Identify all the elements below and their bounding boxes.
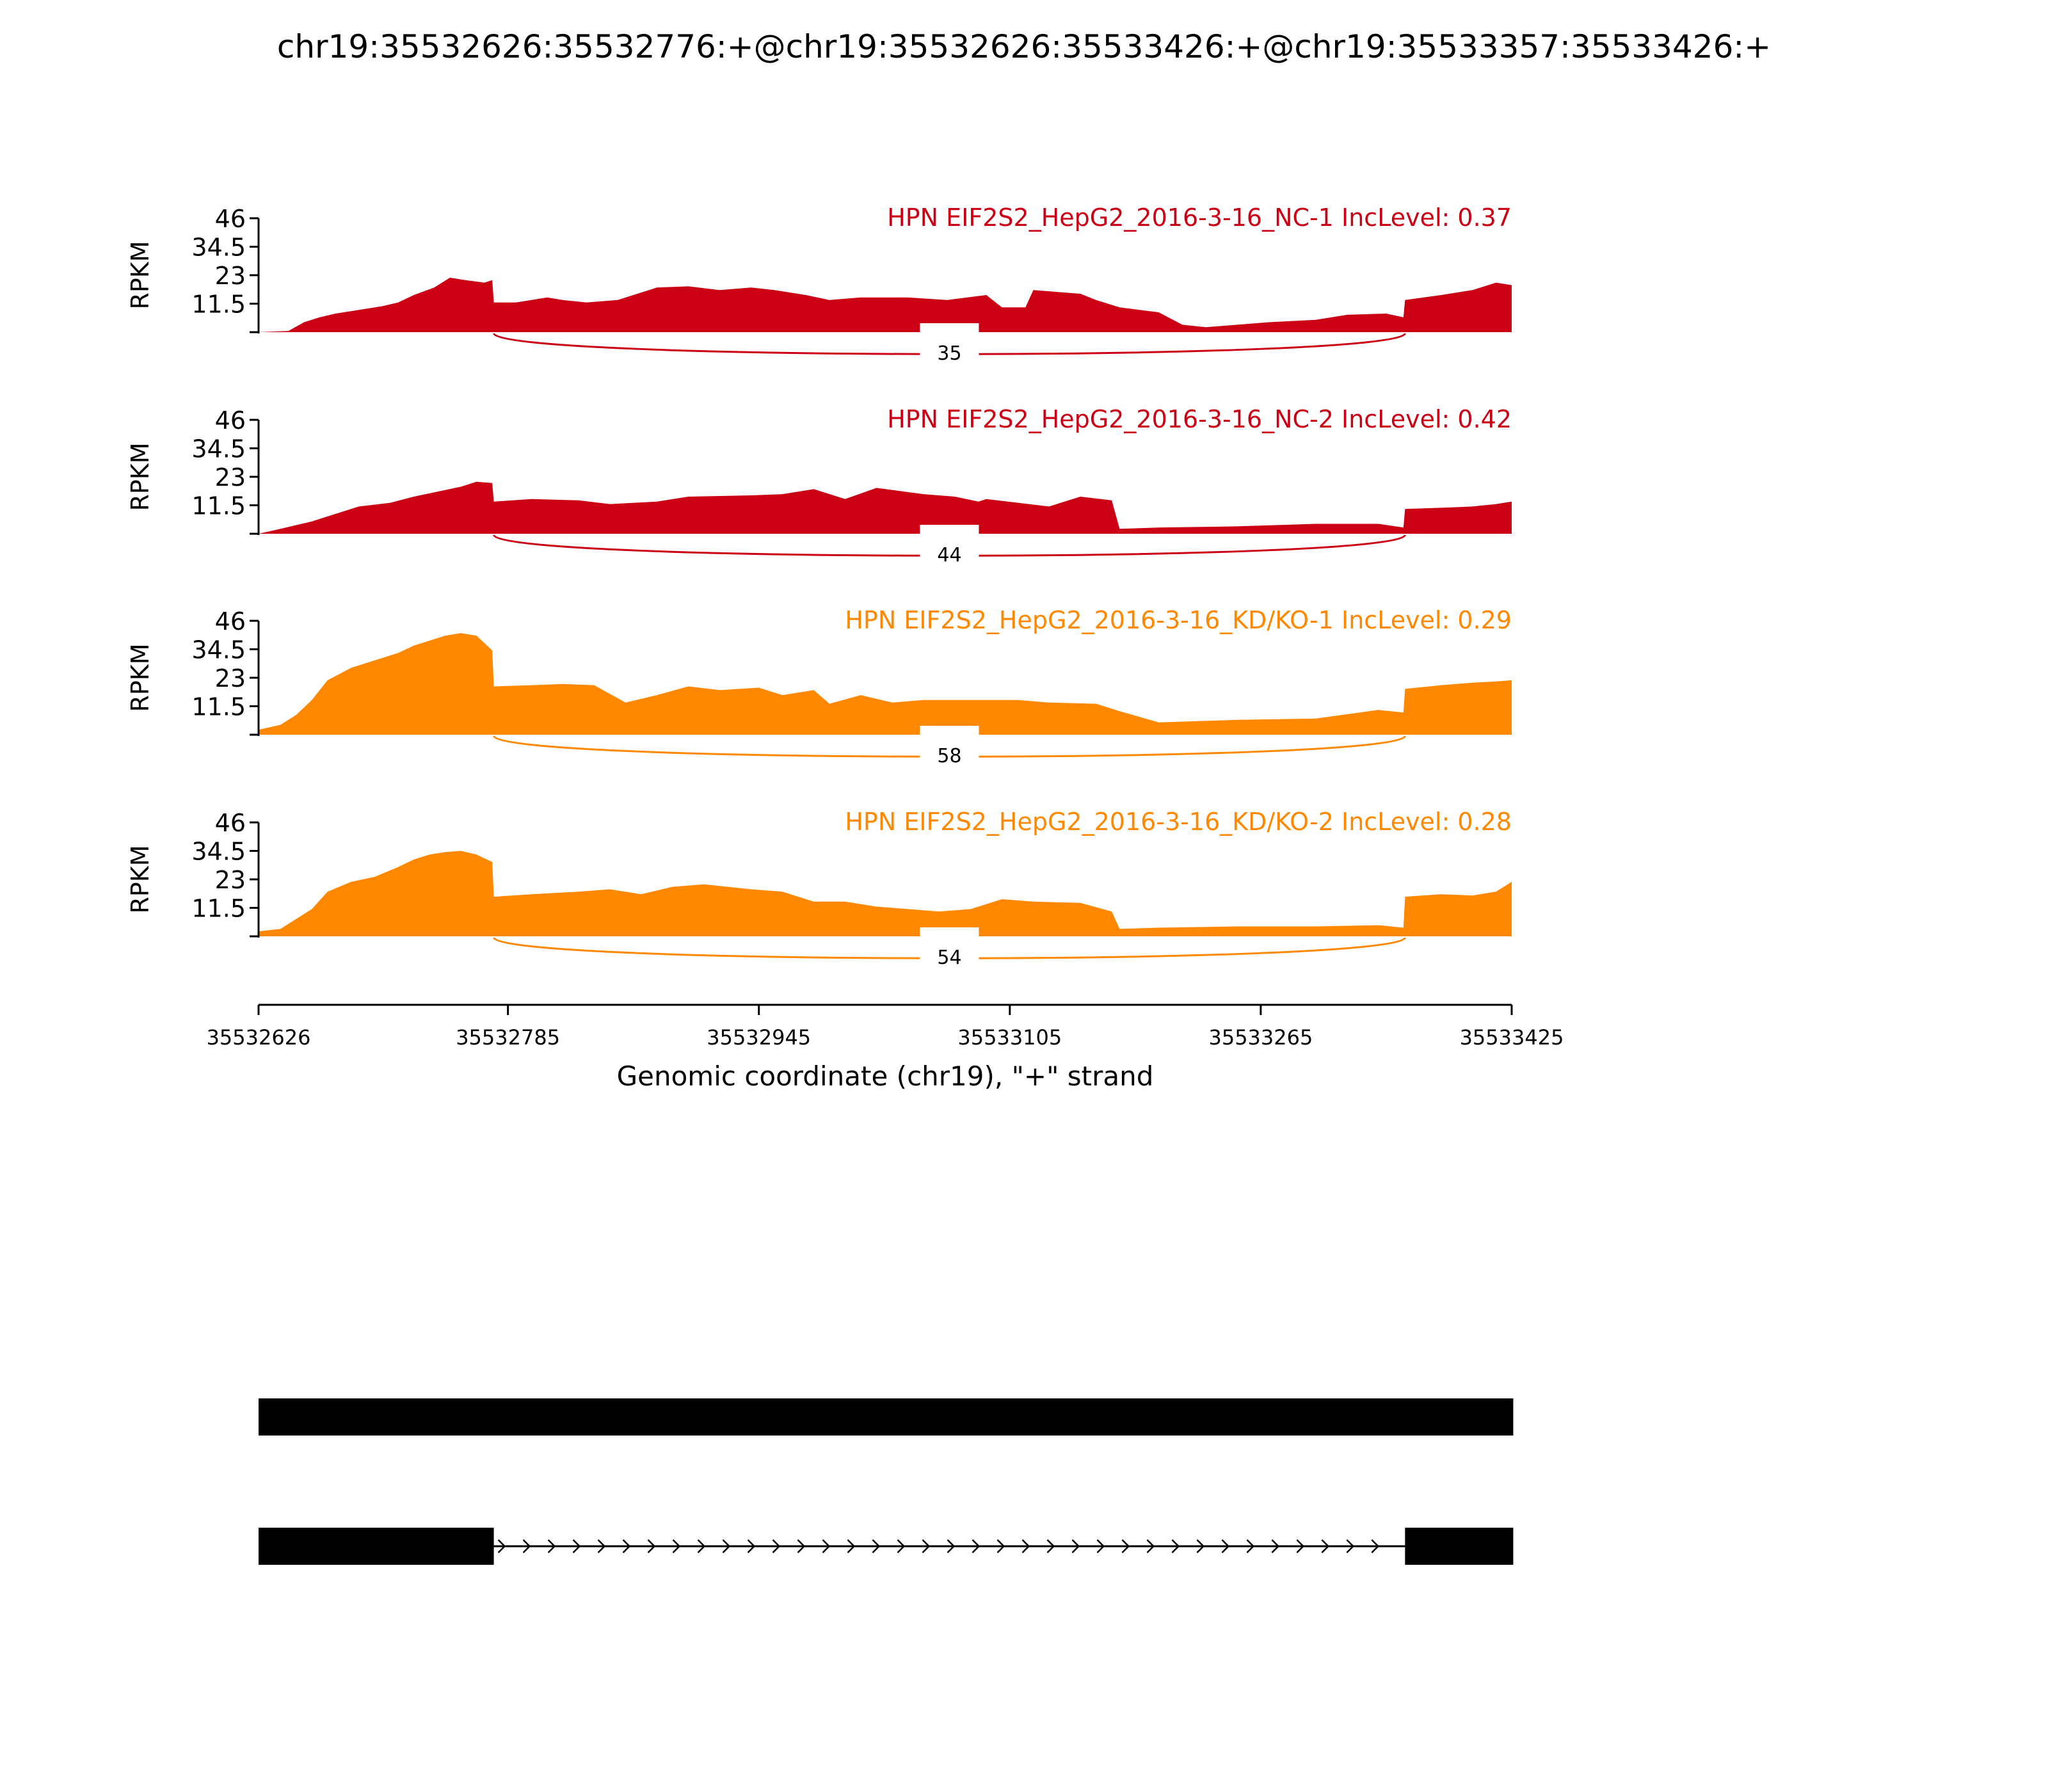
coverage-area: [259, 277, 1512, 332]
y-tick-label: 34.5: [191, 636, 246, 664]
y-tick-label: 46: [215, 406, 246, 435]
strand-arrow-icon: [872, 1539, 881, 1553]
x-tick-label: 35533265: [1208, 1025, 1313, 1050]
strand-arrow-icon: [522, 1539, 531, 1553]
strand-arrow-icon: [822, 1539, 831, 1553]
sample-label: HPN EIF2S2_HepG2_2016-3-16_KD/KO-2 IncLe…: [845, 808, 1512, 836]
junction-count: 35: [937, 342, 961, 365]
x-tick-label: 35532626: [207, 1025, 311, 1050]
sample-label: HPN EIF2S2_HepG2_2016-3-16_NC-2 IncLevel…: [887, 405, 1512, 433]
y-tick-label: 34.5: [191, 234, 246, 262]
gene-structures: [259, 1398, 1514, 1565]
sample-label: HPN EIF2S2_HepG2_2016-3-16_NC-1 IncLevel…: [887, 204, 1512, 232]
strand-arrow-icon: [1221, 1539, 1230, 1553]
x-axis-label: Genomic coordinate (chr19), "+" strand: [617, 1060, 1154, 1092]
y-tick-label: 34.5: [191, 838, 246, 866]
y-tick-label: 11.5: [191, 693, 246, 721]
strand-arrow-icon: [922, 1539, 931, 1553]
x-tick-label: 35533105: [957, 1025, 1062, 1050]
strand-arrow-icon: [1121, 1539, 1130, 1553]
strand-arrow-icon: [547, 1539, 556, 1553]
junction-count-box: [920, 323, 979, 363]
strand-arrow-icon: [897, 1539, 906, 1553]
strand-arrow-icon: [1246, 1539, 1255, 1553]
strand-arrow-icon: [1196, 1539, 1205, 1553]
x-tick-label: 35532945: [707, 1025, 811, 1050]
strand-arrow-icon: [797, 1539, 806, 1553]
strand-arrow-icon: [697, 1539, 706, 1553]
y-axis-label: RPKM: [126, 845, 154, 913]
x-tick-label: 35533425: [1460, 1025, 1564, 1050]
strand-arrow-icon: [722, 1539, 731, 1553]
y-tick-label: 46: [215, 607, 246, 636]
coverage-area: [259, 851, 1512, 936]
y-tick-label: 34.5: [191, 435, 246, 463]
strand-arrow-icon: [1371, 1539, 1380, 1553]
strand-arrow-icon: [572, 1539, 581, 1553]
y-tick-label: 23: [215, 262, 246, 290]
strand-arrow-icon: [1271, 1539, 1280, 1553]
page-title: chr19:35532626:35532776:+@chr19:35532626…: [276, 28, 1772, 65]
strand-arrow-icon: [1096, 1539, 1105, 1553]
strand-arrow-icon: [647, 1539, 656, 1553]
strand-arrow-icon: [1296, 1539, 1305, 1553]
y-axis-label: RPKM: [126, 442, 154, 511]
junction-count: 58: [937, 745, 961, 767]
x-tick-label: 35532785: [456, 1025, 560, 1050]
strand-arrow-icon: [772, 1539, 781, 1553]
strand-arrow-icon: [1171, 1539, 1180, 1553]
strand-arrow-icon: [497, 1539, 506, 1553]
strand-arrow-icon: [672, 1539, 681, 1553]
y-axis-label: RPKM: [126, 643, 154, 712]
strand-arrow-icon: [747, 1539, 756, 1553]
y-tick-label: 11.5: [191, 895, 246, 923]
x-axis: 35532626 35532785 35532945 35533105 35533265…: [207, 1004, 1564, 1092]
y-tick-label: 11.5: [191, 492, 246, 520]
y-tick-label: 23: [215, 866, 246, 894]
strand-arrow-icon: [1071, 1539, 1080, 1553]
isoform-2-exon-2: [1405, 1528, 1514, 1565]
isoform-2-exon-1: [259, 1528, 494, 1565]
y-tick-label: 46: [215, 809, 246, 837]
strand-arrow-icon: [1046, 1539, 1055, 1553]
y-axis-label: RPKM: [126, 241, 154, 309]
strand-arrow-icon: [1321, 1539, 1330, 1553]
strand-arrow-icon: [622, 1539, 631, 1553]
y-tick-label: 11.5: [191, 291, 246, 319]
junction-count: 54: [937, 947, 961, 969]
junction-count: 44: [937, 544, 961, 566]
coverage-area: [259, 481, 1512, 534]
sample-label: HPN EIF2S2_HepG2_2016-3-16_KD/KO-1 IncLe…: [845, 606, 1512, 634]
strand-arrow-icon: [996, 1539, 1005, 1553]
strand-arrow-icon: [947, 1539, 956, 1553]
strand-arrow-icon: [1146, 1539, 1155, 1553]
y-tick-label: 46: [215, 205, 246, 233]
junction-count-box: [920, 726, 979, 765]
coverage-area: [259, 633, 1512, 735]
strand-arrow-icon: [972, 1539, 980, 1553]
isoform-1-exon: [259, 1398, 1514, 1436]
y-tick-label: 23: [215, 664, 246, 692]
junction-count-box: [920, 525, 979, 564]
y-tick-label: 23: [215, 463, 246, 492]
strand-arrow-icon: [597, 1539, 606, 1553]
junction-count-box: [920, 927, 979, 967]
strand-arrow-icon: [1021, 1539, 1030, 1553]
strand-arrow-icon: [847, 1539, 856, 1553]
strand-arrow-icon: [1346, 1539, 1355, 1553]
